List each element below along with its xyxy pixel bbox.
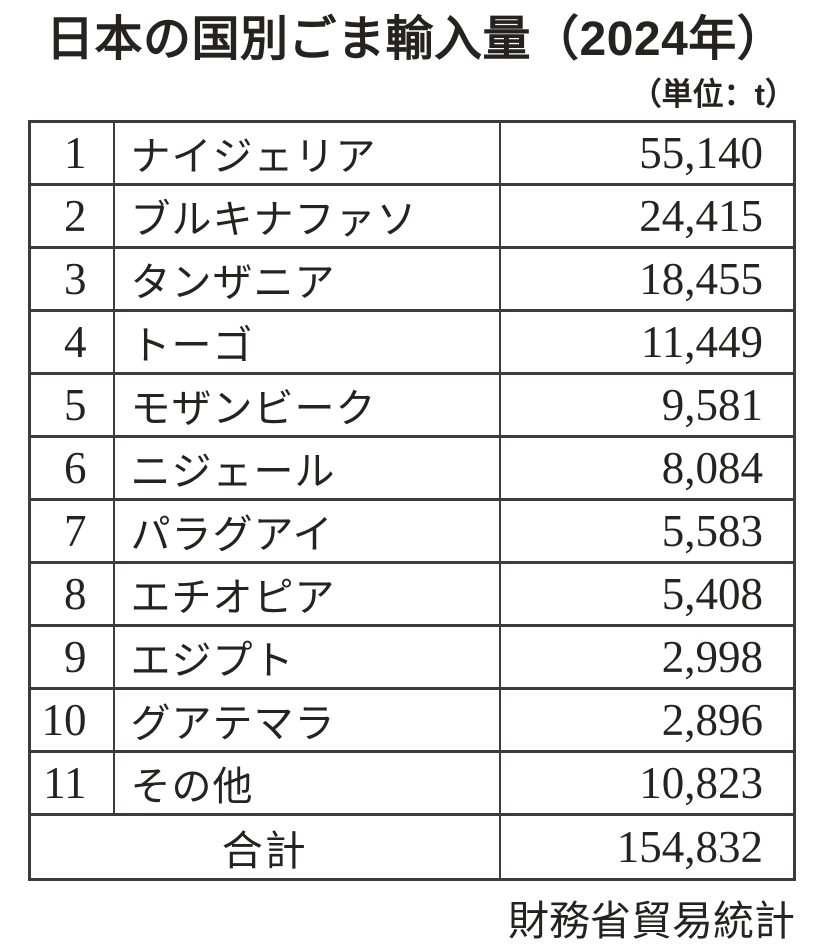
value-cell: 24,415 (498, 183, 796, 250)
value-cell: 5,408 (498, 561, 796, 628)
rank-cell: 5 (28, 372, 115, 439)
table-row: 11 その他 10,823 (28, 750, 796, 817)
value-cell: 5,583 (498, 498, 796, 565)
rank-cell: 1 (28, 120, 115, 187)
source-label: 財務省貿易統計 (508, 898, 795, 945)
total-value: 154,832 (498, 813, 796, 882)
rank-cell: 3 (28, 246, 115, 313)
table-row: 5 モザンビーク 9,581 (28, 372, 796, 439)
imports-table: 1 ナイジェリア 55,140 2 ブルキナファソ 24,415 3 タンザニア… (28, 120, 796, 882)
total-row: 合計 154,832 (28, 813, 796, 882)
total-label: 合計 (28, 813, 501, 882)
table-row: 10 グアテマラ 2,896 (28, 687, 796, 754)
table-row: 6 ニジェール 8,084 (28, 435, 796, 502)
value-cell: 2,998 (498, 624, 796, 691)
country-cell: パラグアイ (112, 498, 501, 565)
country-cell: トーゴ (112, 309, 501, 376)
country-cell: その他 (112, 750, 501, 817)
table-row: 3 タンザニア 18,455 (28, 246, 796, 313)
table-body: 1 ナイジェリア 55,140 2 ブルキナファソ 24,415 3 タンザニア… (28, 120, 796, 882)
rank-cell: 4 (28, 309, 115, 376)
country-cell: モザンビーク (112, 372, 501, 439)
rank-cell: 10 (28, 687, 115, 754)
rank-cell: 6 (28, 435, 115, 502)
rank-cell: 9 (28, 624, 115, 691)
table-row: 9 エジプト 2,998 (28, 624, 796, 691)
value-cell: 55,140 (498, 120, 796, 187)
value-cell: 8,084 (498, 435, 796, 502)
value-cell: 10,823 (498, 750, 796, 817)
table-row: 8 エチオピア 5,408 (28, 561, 796, 628)
rank-cell: 11 (28, 750, 115, 817)
country-cell: ブルキナファソ (112, 183, 501, 250)
page: 日本の国別ごま輸入量（2024年） （単位：t） 1 ナイジェリア 55,140… (0, 12, 820, 944)
country-cell: グアテマラ (112, 687, 501, 754)
country-cell: ニジェール (112, 435, 501, 502)
table-row: 1 ナイジェリア 55,140 (28, 120, 796, 187)
country-cell: エジプト (112, 624, 501, 691)
value-cell: 11,449 (498, 309, 796, 376)
country-cell: タンザニア (112, 246, 501, 313)
value-cell: 9,581 (498, 372, 796, 439)
table-row: 7 パラグアイ 5,583 (28, 498, 796, 565)
country-cell: ナイジェリア (112, 120, 501, 187)
unit-label: （単位：t） (630, 77, 796, 113)
country-cell: エチオピア (112, 561, 501, 628)
rank-cell: 7 (28, 498, 115, 565)
table-row: 4 トーゴ 11,449 (28, 309, 796, 376)
value-cell: 2,896 (498, 687, 796, 754)
rank-cell: 8 (28, 561, 115, 628)
table-row: 2 ブルキナファソ 24,415 (28, 183, 796, 250)
value-cell: 18,455 (498, 246, 796, 313)
rank-cell: 2 (28, 183, 115, 250)
page-title: 日本の国別ごま輸入量（2024年） (46, 13, 786, 66)
